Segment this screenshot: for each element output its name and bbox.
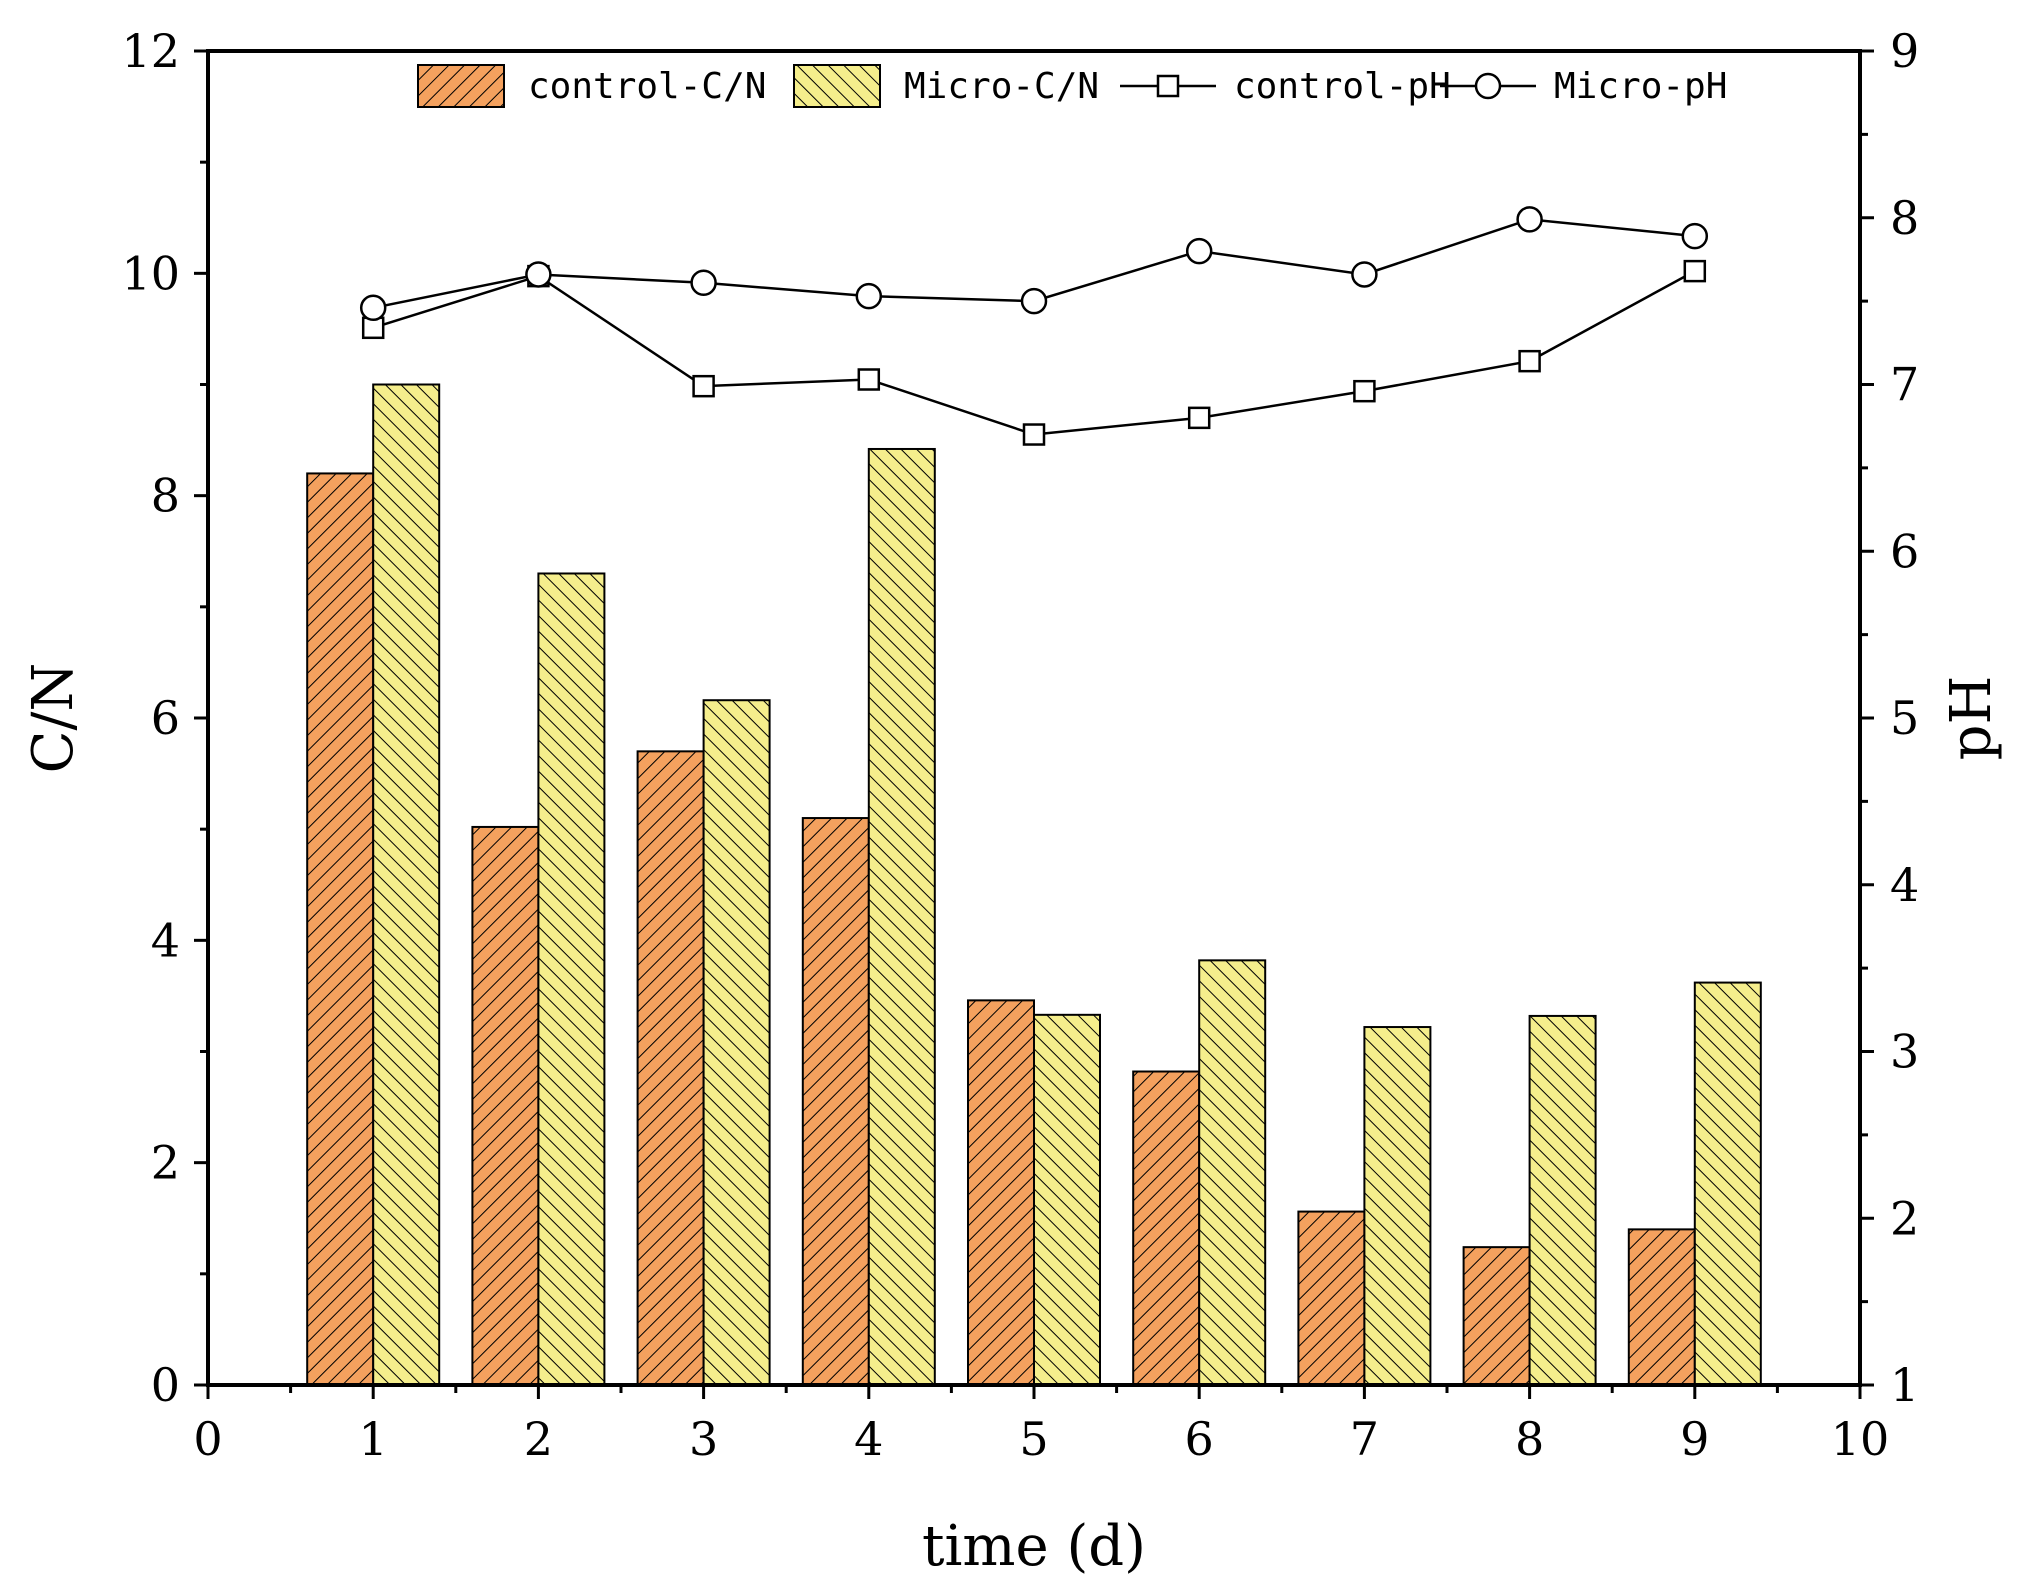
x-tick-label: 8 — [1515, 1412, 1544, 1466]
marker-Micro-pH-1 — [359, 294, 387, 322]
legend: control-C/N Micro-C/N control-pH Micro-pH — [417, 64, 1727, 108]
marker-Micro-pH-9 — [1681, 222, 1709, 250]
lines-layer — [359, 206, 1709, 446]
bar-hatch-Micro-C/N-3 — [702, 699, 771, 1386]
y-axis-title: C/N — [21, 663, 86, 774]
bar-hatch-Micro-C/N-2 — [537, 572, 606, 1386]
y2-tick-label: 8 — [1890, 191, 1919, 245]
x-axis-title: time (d) — [922, 1514, 1146, 1579]
y-tick-label: 6 — [151, 691, 180, 745]
marker-Micro-pH-7 — [1351, 261, 1378, 288]
y2-tick-label: 3 — [1890, 1025, 1919, 1079]
y2-tick-label: 6 — [1890, 524, 1919, 578]
y2-tick-label: 9 — [1890, 24, 1919, 78]
bar-hatch-control-C/N-6 — [1132, 1070, 1201, 1386]
marker-control-pH-9 — [1683, 259, 1707, 283]
legend-swatch-hatch-control-C/N — [417, 64, 505, 108]
bar-hatch-Micro-C/N-6 — [1198, 959, 1267, 1386]
y2-axis-title: pH — [1939, 676, 2004, 761]
marker-Micro-pH-2 — [525, 261, 552, 288]
marker-control-pH-6 — [1187, 406, 1211, 430]
marker-control-pH-8 — [1518, 349, 1541, 373]
y2-tick-label: 2 — [1890, 1191, 1919, 1245]
y-tick-label: 10 — [121, 246, 180, 300]
y-tick-label: 12 — [121, 24, 180, 78]
marker-control-pH-4 — [857, 368, 881, 391]
legend-label: control-pH — [1234, 66, 1451, 107]
bars-layer — [306, 383, 1762, 1387]
bar-hatch-control-C/N-1 — [306, 472, 375, 1386]
x-tick-label: 7 — [1350, 1412, 1379, 1466]
y-tick-label: 2 — [151, 1136, 180, 1190]
bar-hatch-Micro-C/N-1 — [372, 383, 441, 1386]
y2-tick-label: 1 — [1890, 1358, 1919, 1412]
marker-control-pH-7 — [1353, 379, 1376, 403]
bar-hatch-Micro-C/N-8 — [1528, 1014, 1597, 1387]
bar-hatch-Micro-C/N-9 — [1693, 981, 1762, 1386]
marker-Micro-pH-3 — [690, 269, 717, 297]
marker-Micro-pH-8 — [1516, 206, 1543, 233]
bar-hatch-control-C/N-3 — [636, 750, 705, 1386]
x-tick-label: 6 — [1185, 1412, 1214, 1466]
x-tick-label: 2 — [524, 1412, 553, 1466]
x-tick-label: 0 — [193, 1412, 222, 1466]
y2-tick-label: 5 — [1890, 691, 1919, 745]
legend-label: Micro-pH — [1554, 66, 1727, 107]
bar-hatch-Micro-C/N-7 — [1363, 1026, 1432, 1386]
bar-hatch-control-C/N-2 — [471, 825, 540, 1386]
y2-tick-label: 4 — [1890, 858, 1919, 912]
marker-Micro-pH-4 — [855, 282, 883, 310]
marker-control-pH-3 — [692, 374, 715, 398]
x-tick-label: 1 — [359, 1412, 388, 1466]
bar-hatch-Micro-C/N-5 — [1033, 1013, 1101, 1386]
bar-hatch-control-C/N-5 — [967, 999, 1035, 1386]
y-tick-label: 4 — [151, 913, 180, 967]
marker-control-pH-5 — [1022, 423, 1046, 446]
bar-hatch-control-C/N-9 — [1627, 1228, 1696, 1387]
bar-hatch-Micro-C/N-4 — [867, 447, 936, 1386]
legend-marker-control-pH — [1156, 74, 1180, 98]
bar-hatch-control-C/N-8 — [1462, 1246, 1531, 1386]
marker-Micro-pH-5 — [1020, 287, 1048, 315]
x-tick-label: 3 — [689, 1412, 718, 1466]
bar-hatch-control-C/N-4 — [801, 817, 870, 1386]
x-tick-label: 5 — [1019, 1412, 1048, 1466]
x-tick-label: 9 — [1680, 1412, 1709, 1466]
marker-Micro-pH-6 — [1185, 237, 1213, 265]
y-tick-label: 0 — [151, 1358, 180, 1412]
legend-label: Micro-C/N — [904, 66, 1099, 107]
y2-tick-label: 7 — [1890, 358, 1919, 412]
bar-hatch-control-C/N-7 — [1297, 1210, 1366, 1386]
x-tick-label: 4 — [854, 1412, 883, 1466]
legend-marker-Micro-pH — [1474, 72, 1502, 100]
legend-swatch-hatch-Micro-C/N — [793, 64, 881, 108]
legend-label: control-C/N — [528, 66, 766, 107]
x-tick-label: 10 — [1831, 1412, 1890, 1466]
y-tick-label: 8 — [151, 469, 180, 523]
